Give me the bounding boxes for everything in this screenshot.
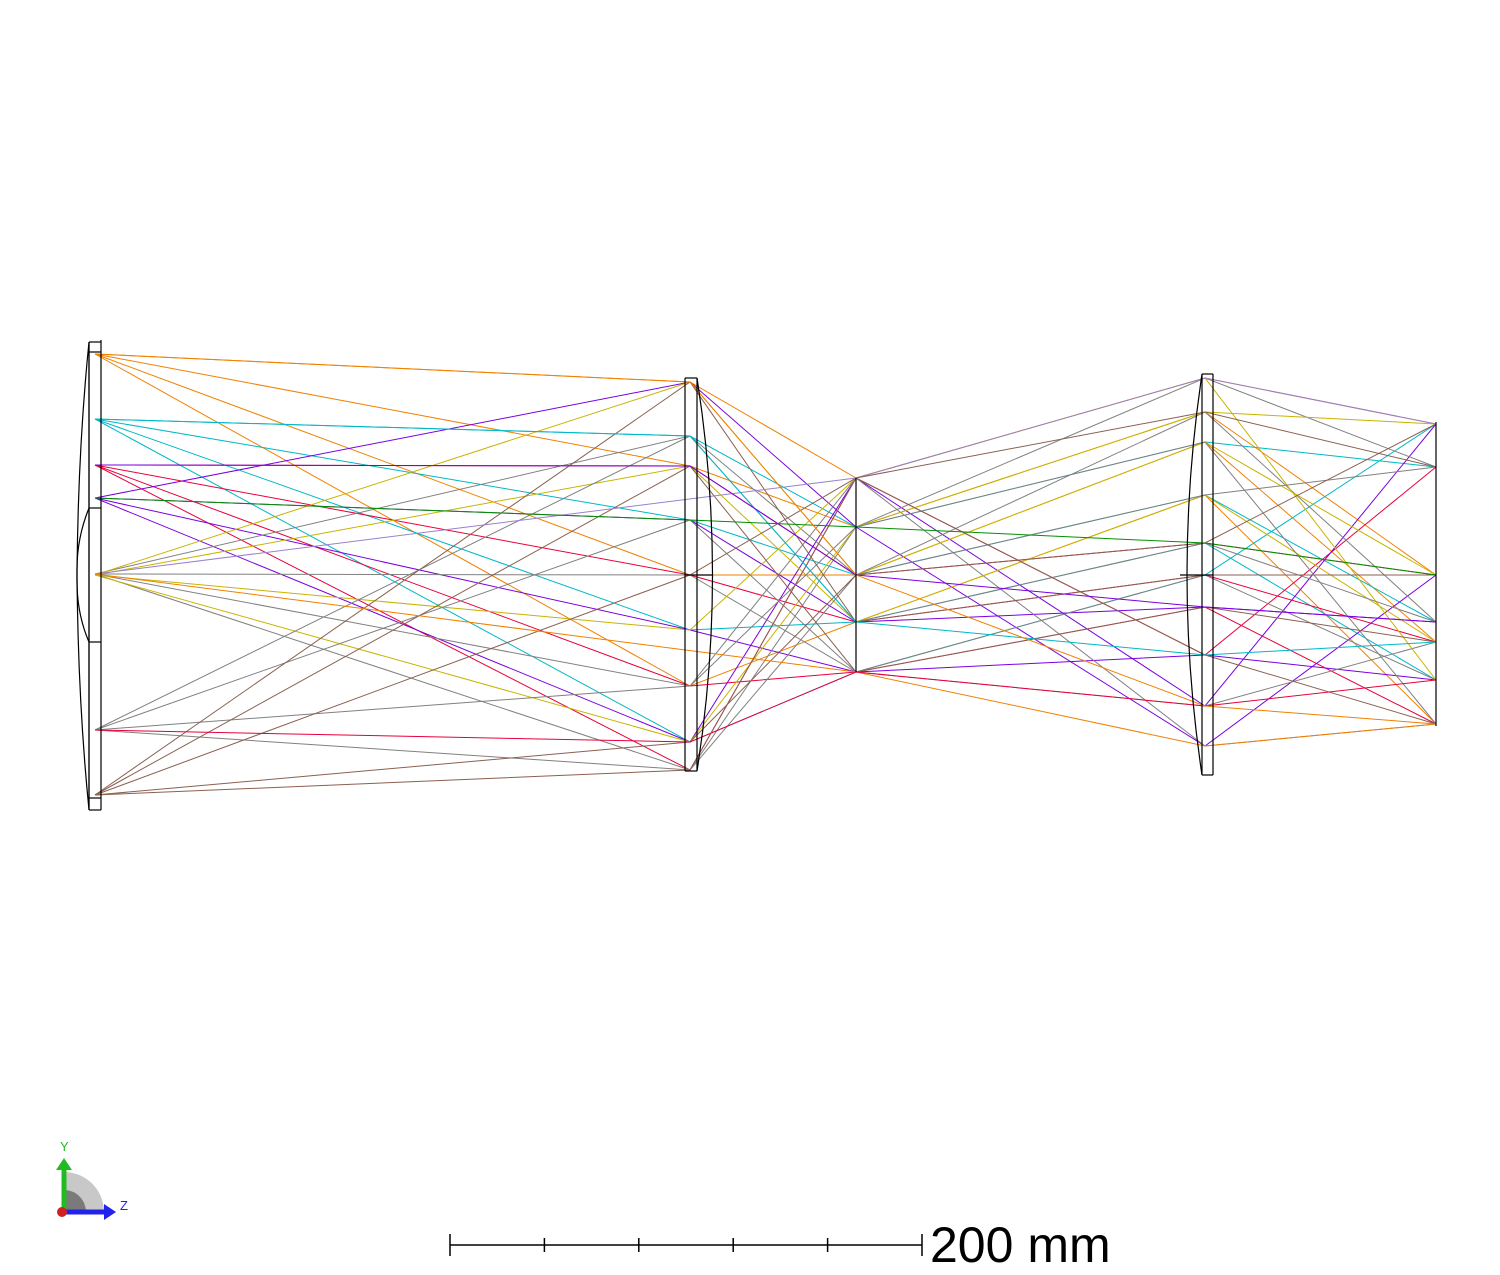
ray-path xyxy=(94,353,1437,725)
y-axis-label: Y xyxy=(60,1139,69,1154)
ray-path xyxy=(94,465,1437,643)
ray-path xyxy=(94,423,1437,796)
lens-element-3[interactable] xyxy=(1180,373,1214,776)
ray-path xyxy=(94,573,1437,747)
ray-path xyxy=(94,418,1437,528)
ray-path xyxy=(94,377,1437,681)
ray-path xyxy=(94,464,1437,623)
scale-bar-label: 200 mm xyxy=(930,1217,1111,1273)
ray-path xyxy=(94,466,1437,771)
ray-trace-bundles xyxy=(94,353,1437,796)
ray-path xyxy=(94,671,1437,743)
ray-path xyxy=(94,353,1437,576)
ray-path xyxy=(94,377,1437,575)
ray-path xyxy=(94,353,1437,725)
ray-path xyxy=(94,381,1437,747)
lens-element-2[interactable] xyxy=(684,377,714,772)
ray-path xyxy=(94,435,1437,731)
z-axis-label: Z xyxy=(120,1198,128,1213)
lens-element-1[interactable] xyxy=(76,340,102,811)
ray-path xyxy=(94,411,1437,623)
scale-bar: 200 mm xyxy=(449,1217,1111,1273)
ray-path xyxy=(94,411,1437,743)
ray-path xyxy=(94,519,1437,731)
ray-path xyxy=(94,353,1437,643)
ray-path xyxy=(94,464,1437,725)
ray-path xyxy=(94,418,1437,681)
ray-path xyxy=(94,423,1437,743)
ray-path xyxy=(94,441,1437,731)
x-axis-dot xyxy=(57,1207,67,1217)
axes-triad: Y Z xyxy=(56,1139,128,1220)
